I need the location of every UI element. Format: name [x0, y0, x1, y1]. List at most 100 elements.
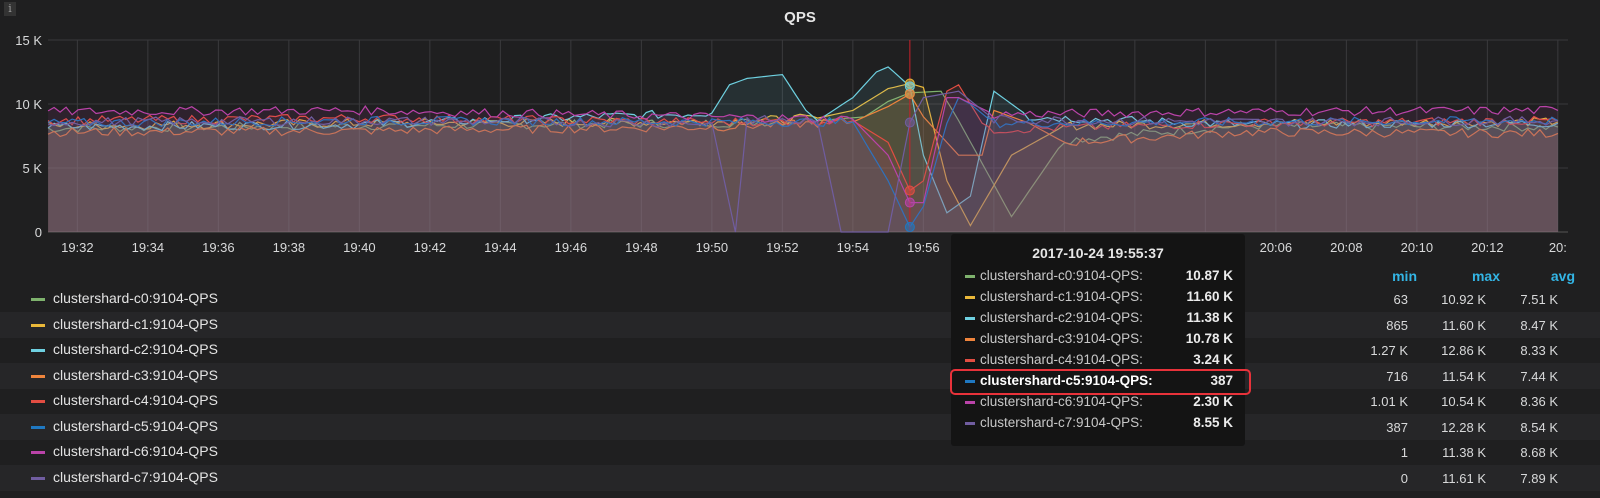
legend-header-avg[interactable]: avg: [1550, 268, 1575, 284]
chart-svg[interactable]: QPS 0 5 K 10 K 15 K 19:32 19:34 19:36 19:38 19:40…: [0, 0, 1600, 262]
legend-max-value: 12.28 K: [1441, 419, 1486, 435]
legend-row[interactable]: clustershard-c4:9104-QPS 1.01 K 10.54 K 8.3…: [0, 388, 1600, 414]
legend-header-max[interactable]: max: [1471, 268, 1500, 284]
tooltip-row: clustershard-c2:9104-QPS: 11.38 K: [951, 308, 1245, 329]
legend-avg-value: 8.36 K: [1520, 394, 1558, 409]
y-tick-label: 0: [35, 225, 42, 240]
tooltip-series-name: clustershard-c5:9104-QPS:: [980, 373, 1153, 388]
legend-row[interactable]: clustershard-c1:9104-QPS 865 11.60 K 8.47 K: [0, 311, 1600, 338]
hover-point: [904, 89, 915, 100]
tooltip-row: clustershard-c7:9104-QPS: 8.55 K: [951, 413, 1245, 434]
y-tick-label: 5 K: [22, 161, 42, 176]
tooltip-swatch: [965, 338, 975, 341]
legend-row[interactable]: clustershard-c5:9104-QPS 387 12.28 K 8.54 K: [0, 413, 1600, 440]
x-tick-label: 19:54: [837, 240, 870, 255]
series-area: [48, 91, 1558, 232]
tooltip-time: 2017-10-24 19:55:37: [1032, 245, 1164, 261]
legend-swatch[interactable]: [31, 425, 45, 429]
tooltip-series-name: clustershard-c0:9104-QPS:: [980, 268, 1143, 283]
tooltip-row: clustershard-c0:9104-QPS: 10.87 K: [951, 266, 1245, 287]
legend-min-value: 865: [1386, 317, 1408, 333]
legend-min-value: 716: [1386, 368, 1408, 384]
series-area: [48, 84, 1558, 232]
tooltip-swatch: [965, 359, 975, 362]
legend-series-name[interactable]: clustershard-c5:9104-QPS: [53, 417, 218, 434]
x-tick-label: 20:06: [1260, 240, 1293, 255]
legend-avg-value: 7.44 K: [1520, 368, 1558, 384]
legend-min-value: 0: [1400, 470, 1408, 486]
legend-row[interactable]: clustershard-c0:9104-QPS 63 10.92 K 7.51 K: [0, 286, 1600, 312]
x-tick-label: 19:40: [343, 240, 376, 255]
legend-swatch[interactable]: [31, 476, 45, 480]
series-area: [48, 97, 1558, 232]
legend-row[interactable]: clustershard-c6:9104-QPS 1 11.38 K 8.68 K: [0, 439, 1600, 465]
legend-max-value: 11.61 K: [1442, 470, 1486, 486]
x-tick-label: 20:10: [1401, 240, 1434, 255]
legend-series-name[interactable]: clustershard-c0:9104-QPS: [53, 290, 218, 306]
tooltip-series-value: 8.55 K: [1193, 415, 1233, 430]
legend-series-name[interactable]: clustershard-c4:9104-QPS: [53, 392, 218, 408]
series-area: [48, 66, 1558, 233]
y-tick-label: 10 K: [15, 97, 42, 112]
legend-swatch[interactable]: [31, 400, 45, 403]
legend-series-name[interactable]: clustershard-c1:9104-QPS: [53, 315, 218, 332]
legend-avg-value: 8.54 K: [1520, 419, 1558, 435]
tooltip-series-name: clustershard-c3:9104-QPS:: [980, 331, 1143, 346]
legend-row[interactable]: clustershard-c2:9104-QPS 1.27 K 12.86 K 8.3…: [0, 337, 1600, 363]
legend-series-name[interactable]: clustershard-c6:9104-QPS: [53, 443, 218, 459]
series-area: [48, 97, 1558, 232]
hover-point: [904, 222, 915, 233]
tooltip-series-value: 387: [1210, 373, 1233, 388]
tooltip-series-value: 2.30 K: [1193, 394, 1233, 409]
tooltip-row: clustershard-c3:9104-QPS: 10.78 K: [951, 329, 1245, 350]
tooltip-series-name: clustershard-c4:9104-QPS:: [980, 352, 1143, 367]
legend-avg-value: 8.68 K: [1520, 445, 1558, 460]
hover-point: [904, 185, 915, 196]
series-area: [48, 83, 1558, 232]
legend-swatch[interactable]: [31, 298, 45, 301]
series-area: [48, 91, 1558, 232]
tooltip-swatch: [965, 380, 975, 383]
legend-row[interactable]: clustershard-c3:9104-QPS 716 11.54 K 7.44 K: [0, 362, 1600, 389]
legend-avg-value: 7.89 K: [1520, 470, 1558, 486]
x-tick-label: 19:38: [273, 240, 306, 255]
legend-swatch[interactable]: [31, 374, 45, 378]
series-line: [47, 66, 1559, 214]
tooltip-series-name: clustershard-c2:9104-QPS:: [980, 310, 1143, 325]
hover-tooltip: 2017-10-24 19:55:37 clustershard-c0:9104…: [951, 234, 1245, 446]
legend-swatch[interactable]: [31, 349, 45, 352]
legend-max-value: 10.54 K: [1441, 394, 1486, 409]
legend-max-value: 11.60 K: [1442, 317, 1486, 333]
legend-max-value: 10.92 K: [1441, 292, 1486, 307]
tooltip-swatch: [965, 275, 975, 278]
series-line: [47, 97, 1559, 204]
legend-min-value: 63: [1393, 292, 1408, 307]
tooltip-swatch: [965, 401, 975, 404]
x-tick-label: 19:50: [696, 240, 729, 255]
tooltip-swatch: [965, 422, 975, 425]
info-icon[interactable]: i: [4, 2, 16, 16]
legend-swatch[interactable]: [31, 323, 45, 327]
hover-point: [904, 117, 915, 128]
x-tick-label: 20:12: [1471, 240, 1504, 255]
tooltip-swatch: [965, 296, 975, 299]
legend-min-value: 1: [1400, 445, 1408, 460]
legend-min-value: 1.27 K: [1370, 343, 1408, 358]
x-tick-label: 20:: [1549, 240, 1567, 255]
legend-series-name[interactable]: clustershard-c2:9104-QPS: [53, 341, 218, 357]
legend-row[interactable]: clustershard-c7:9104-QPS 0 11.61 K 7.89 K: [0, 464, 1600, 491]
tooltip-row: clustershard-c1:9104-QPS: 11.60 K: [951, 287, 1245, 308]
tooltip-row: clustershard-c4:9104-QPS: 3.24 K: [951, 350, 1245, 371]
x-tick-label: 19:48: [625, 240, 658, 255]
legend-swatch[interactable]: [31, 451, 45, 454]
legend-header-min[interactable]: min: [1392, 268, 1417, 284]
x-tick-label: 19:32: [61, 240, 94, 255]
legend-series-name[interactable]: clustershard-c7:9104-QPS: [53, 468, 218, 485]
legend-max-value: 12.86 K: [1441, 343, 1486, 358]
legend-series-name[interactable]: clustershard-c3:9104-QPS: [53, 366, 218, 383]
highlight-annotation-box: [950, 369, 1251, 395]
x-tick-label: 19:44: [484, 240, 517, 255]
tooltip-series-value: 11.60 K: [1186, 289, 1233, 304]
y-tick-label: 15 K: [15, 33, 42, 48]
